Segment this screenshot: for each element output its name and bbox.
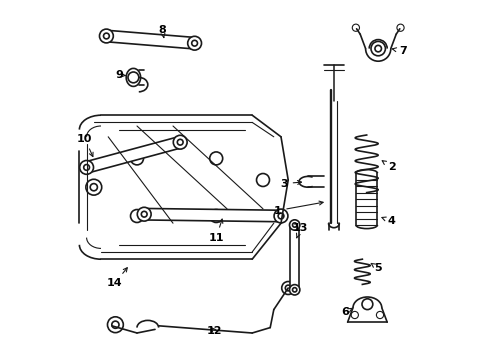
Text: 4: 4: [382, 216, 396, 226]
Circle shape: [173, 135, 187, 149]
Text: 7: 7: [392, 46, 407, 56]
Text: 2: 2: [382, 161, 396, 172]
Circle shape: [188, 36, 201, 50]
Circle shape: [86, 179, 102, 195]
Circle shape: [137, 207, 151, 221]
Text: 6: 6: [341, 307, 352, 318]
Polygon shape: [85, 137, 182, 173]
Polygon shape: [144, 208, 281, 222]
Text: 12: 12: [207, 326, 222, 336]
Circle shape: [371, 41, 386, 56]
Circle shape: [282, 282, 294, 294]
Text: 3: 3: [280, 179, 301, 189]
Circle shape: [130, 152, 144, 165]
Text: 11: 11: [208, 219, 224, 243]
Polygon shape: [291, 225, 299, 290]
Circle shape: [210, 152, 222, 165]
Circle shape: [130, 210, 144, 222]
Polygon shape: [106, 30, 195, 49]
Circle shape: [362, 299, 373, 310]
Circle shape: [274, 209, 288, 223]
Circle shape: [290, 285, 300, 295]
Text: 9: 9: [115, 70, 126, 80]
Text: 8: 8: [158, 24, 166, 37]
Text: 10: 10: [77, 134, 93, 157]
Text: 5: 5: [371, 263, 382, 273]
Circle shape: [210, 210, 222, 222]
Circle shape: [257, 174, 270, 186]
Text: 1: 1: [273, 201, 323, 216]
Circle shape: [290, 220, 300, 230]
Text: 13: 13: [293, 222, 309, 238]
Circle shape: [99, 29, 113, 43]
Text: 14: 14: [107, 268, 127, 288]
Circle shape: [107, 317, 123, 333]
Circle shape: [80, 161, 94, 174]
